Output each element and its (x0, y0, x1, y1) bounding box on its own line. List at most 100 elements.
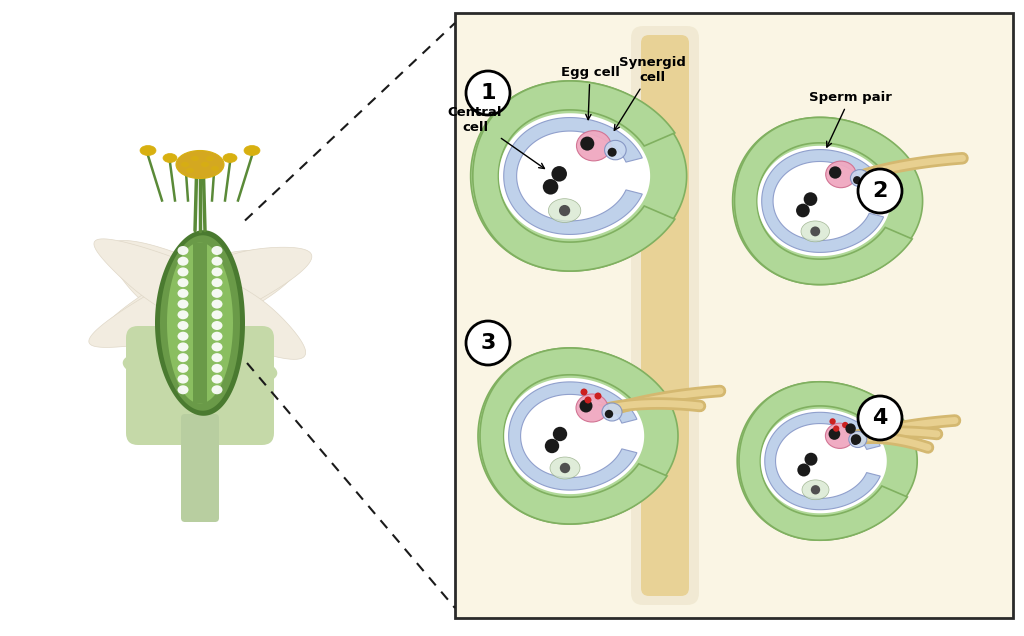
Ellipse shape (177, 321, 188, 330)
Ellipse shape (212, 332, 222, 341)
Circle shape (581, 137, 594, 151)
Circle shape (543, 179, 558, 195)
Polygon shape (499, 113, 650, 238)
Polygon shape (155, 230, 245, 416)
Circle shape (811, 485, 820, 494)
Ellipse shape (212, 257, 222, 266)
Ellipse shape (177, 246, 188, 255)
Ellipse shape (849, 431, 866, 448)
Polygon shape (164, 303, 217, 378)
Polygon shape (509, 382, 637, 490)
Ellipse shape (212, 385, 222, 394)
Polygon shape (167, 242, 233, 403)
Ellipse shape (602, 403, 622, 421)
Circle shape (804, 192, 817, 206)
Polygon shape (157, 358, 217, 429)
Ellipse shape (801, 221, 829, 242)
Ellipse shape (212, 353, 222, 362)
Circle shape (559, 205, 570, 216)
Circle shape (810, 226, 820, 237)
Circle shape (858, 396, 902, 440)
Circle shape (580, 399, 593, 413)
FancyBboxPatch shape (193, 242, 207, 403)
Circle shape (595, 392, 601, 399)
Ellipse shape (825, 423, 854, 448)
Polygon shape (102, 251, 298, 343)
Ellipse shape (181, 162, 189, 167)
Ellipse shape (212, 278, 222, 287)
Circle shape (798, 464, 810, 476)
Ellipse shape (176, 151, 224, 179)
Ellipse shape (177, 310, 188, 319)
Polygon shape (471, 81, 687, 271)
Polygon shape (761, 409, 887, 513)
Text: 1: 1 (480, 83, 496, 103)
Ellipse shape (212, 375, 222, 384)
Ellipse shape (177, 342, 188, 352)
Text: Central
cell: Central cell (447, 106, 545, 169)
Circle shape (466, 71, 510, 115)
Circle shape (552, 166, 567, 182)
Ellipse shape (577, 130, 611, 161)
Polygon shape (109, 240, 292, 353)
Polygon shape (504, 378, 644, 494)
Circle shape (828, 428, 841, 440)
Ellipse shape (177, 278, 188, 287)
Polygon shape (734, 118, 912, 284)
Text: 2: 2 (872, 181, 888, 201)
FancyBboxPatch shape (455, 13, 1013, 618)
Ellipse shape (206, 156, 214, 161)
Polygon shape (200, 346, 278, 390)
Circle shape (829, 418, 836, 425)
Ellipse shape (201, 162, 209, 167)
Polygon shape (89, 247, 312, 347)
Ellipse shape (191, 156, 199, 161)
Polygon shape (779, 427, 865, 495)
Polygon shape (94, 239, 305, 359)
FancyBboxPatch shape (631, 26, 699, 605)
Circle shape (842, 422, 848, 428)
Ellipse shape (212, 267, 222, 277)
Ellipse shape (575, 394, 608, 422)
Ellipse shape (140, 146, 156, 155)
Polygon shape (732, 118, 923, 284)
Ellipse shape (180, 165, 193, 172)
Polygon shape (478, 348, 678, 524)
Ellipse shape (223, 153, 237, 163)
Polygon shape (123, 346, 200, 390)
Polygon shape (762, 149, 884, 252)
FancyBboxPatch shape (126, 326, 274, 445)
Circle shape (466, 321, 510, 365)
Ellipse shape (177, 385, 188, 394)
Circle shape (851, 438, 859, 445)
Circle shape (545, 439, 559, 453)
Circle shape (585, 396, 592, 403)
Circle shape (607, 148, 616, 157)
Ellipse shape (212, 300, 222, 308)
Text: Synergid
cell: Synergid cell (614, 56, 685, 130)
Ellipse shape (212, 342, 222, 352)
Polygon shape (480, 348, 667, 524)
Text: Egg cell: Egg cell (560, 66, 620, 120)
Text: Sperm pair: Sperm pair (809, 91, 892, 147)
Circle shape (853, 176, 861, 184)
Ellipse shape (163, 153, 177, 163)
Ellipse shape (177, 267, 188, 277)
Ellipse shape (825, 161, 856, 188)
Ellipse shape (212, 321, 222, 330)
Ellipse shape (802, 480, 829, 500)
Polygon shape (776, 165, 868, 237)
Circle shape (560, 463, 570, 473)
Ellipse shape (850, 170, 869, 187)
Ellipse shape (177, 257, 188, 266)
Polygon shape (739, 382, 907, 540)
Ellipse shape (177, 289, 188, 298)
Ellipse shape (212, 246, 222, 255)
Ellipse shape (211, 166, 219, 171)
Ellipse shape (177, 300, 188, 308)
Circle shape (846, 424, 856, 434)
Ellipse shape (549, 198, 581, 223)
Ellipse shape (604, 141, 626, 160)
Ellipse shape (212, 310, 222, 319)
Ellipse shape (177, 364, 188, 373)
